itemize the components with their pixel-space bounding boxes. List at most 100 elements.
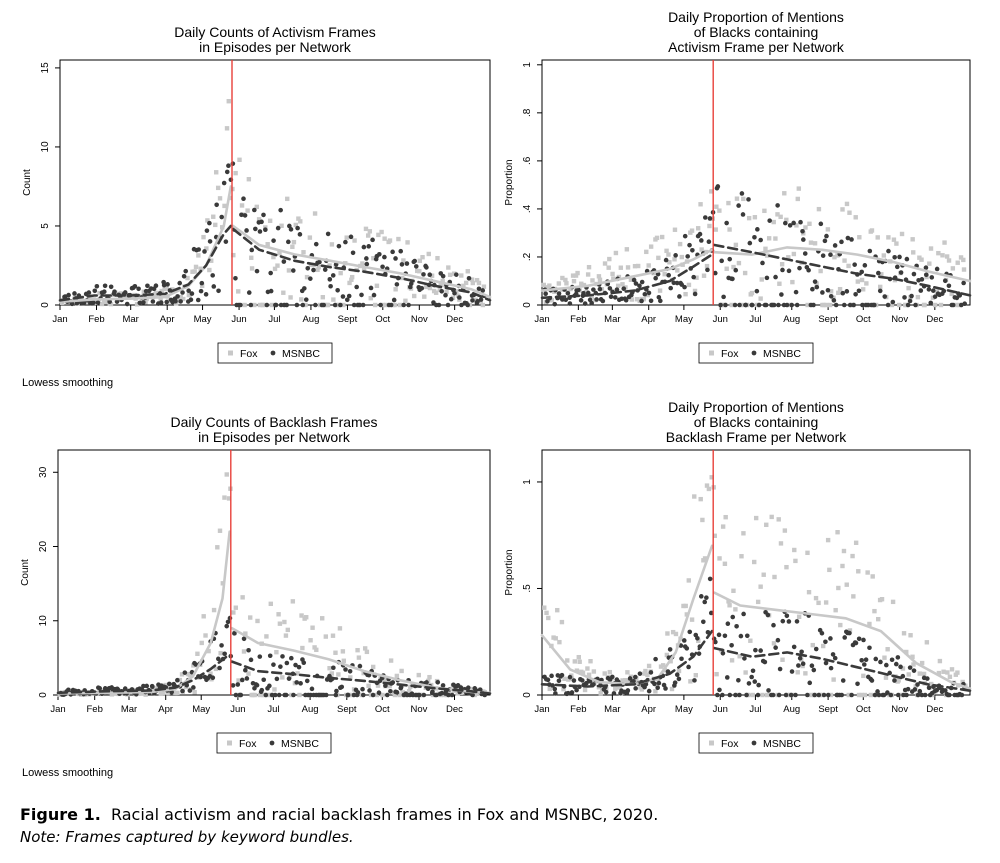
msnbc-point	[950, 302, 956, 308]
fox-point	[254, 204, 259, 210]
msnbc-point	[294, 680, 300, 685]
msnbc-point	[600, 298, 606, 304]
msnbc-point	[164, 299, 170, 305]
msnbc-point	[773, 645, 778, 650]
msnbc-point	[847, 302, 853, 308]
fox-point	[753, 515, 759, 521]
fox-lowess-line	[58, 185, 233, 304]
msnbc-point	[591, 287, 596, 292]
msnbc-point	[424, 265, 429, 270]
msnbc-point	[672, 680, 678, 685]
fox-point	[405, 240, 410, 245]
figure-label: Figure 1.	[20, 805, 101, 824]
msnbc-point	[419, 285, 425, 291]
fox-point	[672, 257, 677, 262]
y-axis-label: Count	[20, 559, 31, 586]
fox-point	[224, 472, 229, 477]
msnbc-point	[294, 302, 300, 308]
msnbc-point	[187, 688, 193, 693]
fox-point	[755, 599, 761, 605]
msnbc-point	[915, 682, 920, 687]
fox-point	[355, 647, 360, 653]
msnbc-point	[725, 621, 731, 627]
msnbc-point	[907, 298, 913, 304]
fox-point	[891, 237, 897, 242]
msnbc-point	[712, 270, 718, 276]
fox-point	[252, 302, 257, 308]
msnbc-point	[853, 291, 858, 297]
msnbc-point	[401, 302, 406, 308]
fox-point	[375, 683, 381, 688]
y-tick-label: 15	[40, 62, 51, 74]
msnbc-point	[181, 274, 187, 279]
fox-point	[274, 649, 279, 655]
msnbc-point	[760, 260, 765, 266]
msnbc-point	[553, 691, 558, 696]
msnbc-point	[107, 299, 112, 304]
fox-point	[818, 268, 823, 274]
msnbc-point	[366, 672, 372, 678]
fox-point	[704, 263, 710, 269]
fox-point	[204, 246, 209, 251]
msnbc-point	[639, 279, 645, 285]
msnbc-point	[543, 291, 548, 297]
fox-point	[936, 250, 941, 256]
msnbc-point	[334, 688, 339, 694]
fox-point	[387, 238, 393, 243]
msnbc-point	[579, 678, 585, 683]
fox-point	[285, 627, 291, 633]
fox-point	[213, 666, 219, 672]
legend-label-msnbc: MSNBC	[282, 348, 320, 360]
msnbc-point	[886, 248, 891, 254]
msnbc-point	[284, 302, 289, 308]
msnbc-point	[661, 682, 667, 688]
msnbc-point	[872, 302, 877, 308]
msnbc-point	[750, 668, 756, 674]
msnbc-point	[820, 253, 826, 258]
msnbc-point	[298, 681, 303, 686]
fox-point	[547, 283, 552, 288]
msnbc-point	[364, 256, 369, 261]
fox-point	[867, 621, 872, 627]
fox-point	[921, 671, 927, 677]
fox-point	[722, 561, 728, 566]
msnbc-point	[311, 267, 316, 273]
fox-point	[808, 240, 814, 245]
fox-point	[574, 668, 580, 673]
fox-point	[438, 282, 443, 288]
fox-point	[571, 278, 577, 284]
msnbc-point	[278, 302, 284, 308]
msnbc-point	[195, 297, 201, 303]
x-tick-label: Mar	[121, 704, 137, 715]
fox-point	[624, 247, 630, 252]
msnbc-point	[367, 688, 372, 693]
x-tick-label: May	[194, 314, 212, 325]
fox-point	[330, 633, 336, 638]
msnbc-point	[786, 619, 792, 624]
msnbc-point	[390, 249, 395, 255]
msnbc-point	[351, 302, 357, 308]
msnbc-point	[855, 681, 860, 687]
fox-point	[865, 570, 870, 575]
fox-point	[563, 277, 568, 283]
msnbc-lowess-line	[713, 646, 972, 692]
msnbc-point	[653, 275, 658, 281]
msnbc-point	[246, 647, 251, 653]
fox-point	[336, 672, 341, 677]
fox-point	[267, 218, 273, 223]
fox-point	[696, 638, 701, 644]
fox-point	[365, 233, 371, 238]
fox-point	[890, 599, 896, 605]
msnbc-point	[66, 687, 71, 693]
fox-point	[764, 692, 770, 698]
msnbc-point	[811, 302, 816, 308]
fox-point	[191, 663, 196, 668]
msnbc-point	[227, 615, 233, 621]
fox-point	[310, 625, 315, 630]
msnbc-point	[281, 259, 287, 264]
fox-point	[709, 189, 714, 194]
fox-point	[844, 582, 849, 587]
msnbc-point	[621, 286, 627, 291]
fox-point	[304, 274, 310, 280]
fox-point	[549, 298, 554, 303]
